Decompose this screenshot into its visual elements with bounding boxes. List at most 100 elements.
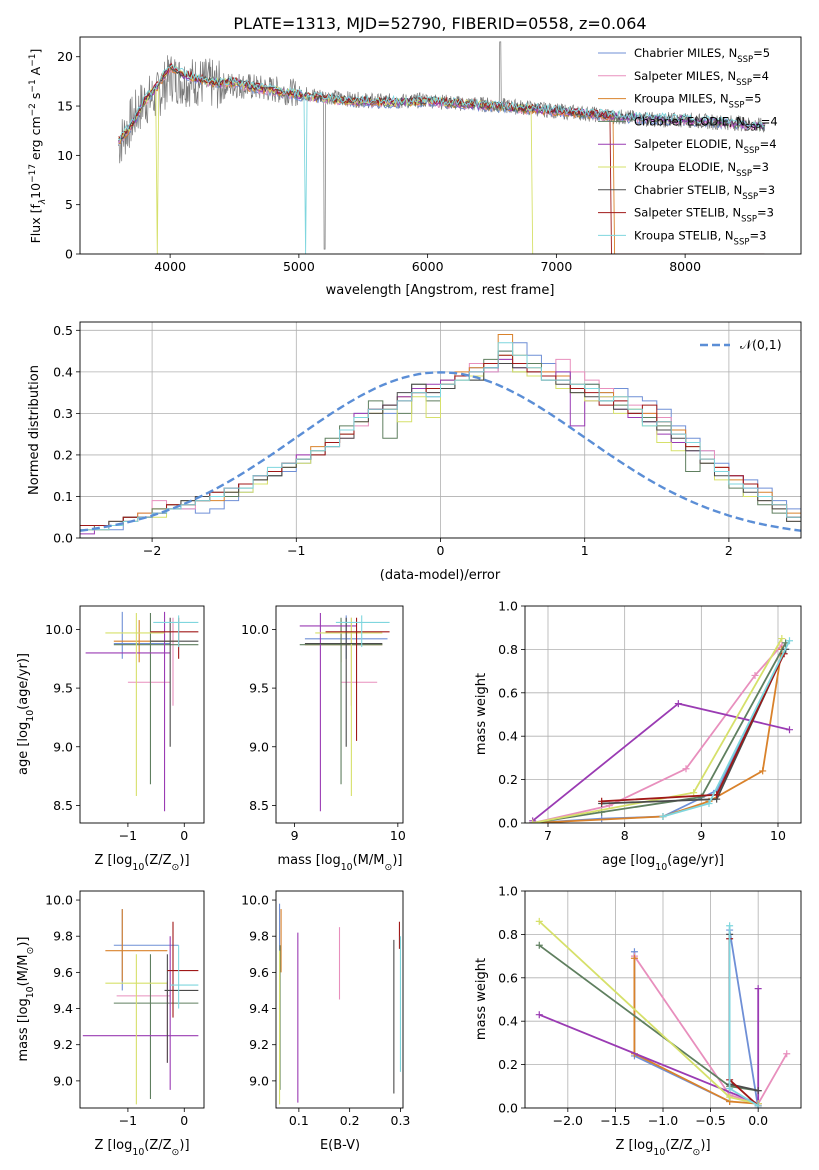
- mass-vs-Z-xlabel-part: )]: [179, 1138, 189, 1153]
- age-vs-mass-panel-ytick-label: 9.0: [249, 739, 269, 754]
- age-vs-Z-xlabel-part: ⊙: [172, 862, 180, 873]
- mass-vs-Z-ylabel-part: mass [log: [16, 998, 31, 1061]
- mass-weight-vs-Z-panel-series-2: [633, 958, 759, 1105]
- mass-weight-vs-Z-panel-marker-8: [726, 922, 734, 930]
- mass-weight-vs-Z-panel-ytick-label: 0.0: [498, 1101, 518, 1116]
- mass-vs-EBV-panel-ytick-label: 9.6: [249, 965, 269, 980]
- residuals-panel-plot-area: [80, 322, 801, 538]
- age-vs-Z-panel-xtick-label: 0: [180, 828, 188, 843]
- mass-vs-Z-ylabel-part: ⊙: [25, 947, 36, 955]
- mass-weight-vs-age-ylabel: mass weight: [474, 673, 489, 755]
- mass-weight-vs-Z-panel-marker-4: [535, 1011, 543, 1019]
- mass-weight-vs-Z-xlabel: Z [log10(Z/Z⊙)]: [615, 1138, 710, 1158]
- residual-histogram-3: [80, 350, 801, 538]
- legend-label-7: Salpeter STELIB, NSSP=3: [634, 206, 774, 225]
- mass-weight-vs-age-xlabel-part: age [log: [602, 853, 655, 868]
- residuals-panel: −2 −1 0 1 2 0.0 0.1 0.2 0.3 0.4 0.5: [53, 321, 802, 558]
- model-spectrum-line-7: [118, 62, 765, 254]
- mass-weight-vs-age-panel-ytick-label: 0.8: [498, 642, 518, 657]
- age-vs-mass-xlabel-part: ⊙: [384, 862, 392, 873]
- mass-weight-vs-age-panel-ytick-label: 0.0: [498, 816, 518, 831]
- age-vs-mass-xlabel-part: mass [log: [278, 853, 341, 868]
- spectrum-panel-xtick-label: 6000: [412, 259, 444, 274]
- residuals-panel-ytick-label: 0.2: [53, 447, 73, 462]
- mass-weight-vs-Z-panel-ytick-label: 0.4: [498, 1014, 518, 1029]
- spectrum-panel: 4000 5000 6000 7000 8000 0 5 10 15 20: [57, 36, 802, 274]
- residuals-panel-xtick-label: 0: [437, 543, 445, 558]
- age-vs-mass-xlabel: mass [log10(M/M⊙)]: [278, 853, 403, 873]
- mass-weight-vs-Z-panel-marker-5: [535, 917, 543, 925]
- mass-weight-vs-Z-panel-marker-8: [754, 1102, 762, 1108]
- residuals-panel-ytick-label: 0.4: [53, 364, 73, 379]
- mass-vs-Z-panel-ytick-label: 9.0: [53, 1073, 73, 1088]
- mass-weight-vs-age-panel-marker-5: [778, 635, 786, 643]
- spectrum-ylabel-part: −2: [28, 103, 38, 116]
- mass-weight-vs-Z-panel-xtick-label: −1.5: [600, 1113, 630, 1128]
- mass-weight-vs-Z-panel-ytick-label: 0.2: [498, 1057, 518, 1072]
- age-vs-mass-xlabel-part: (M/M: [353, 853, 385, 868]
- mass-weight-vs-age-panel-xtick-label: 10: [770, 828, 786, 843]
- legend-label-4: Salpeter ELODIE, NSSP=4: [634, 137, 777, 156]
- mass-vs-Z-ylabel-part: 10: [25, 986, 36, 998]
- residuals-panel-ytick-label: 0.0: [53, 531, 73, 546]
- legend-label-5: Kroupa ELODIE, NSSP=3: [634, 160, 769, 179]
- mass-vs-EBV-panel-ytick-label: 10.0: [241, 893, 269, 908]
- residuals-panel-frame: [79, 321, 802, 539]
- legend-label-3: Chabrier ELODIE, NSSP=4: [634, 114, 778, 133]
- mass-weight-vs-Z-panel-ytick-label: 0.6: [498, 970, 518, 985]
- mass-weight-vs-age-panel-frame: [524, 605, 802, 824]
- age-vs-Z-xlabel-part: (Z/Z: [144, 853, 171, 868]
- mass-vs-Z-xlabel-part: (Z/Z: [144, 1138, 171, 1153]
- spectrum-panel-ytick-label: 10: [57, 148, 73, 163]
- spectrum-panel-xtick-label: 4000: [154, 259, 186, 274]
- mass-weight-vs-age-panel-ytick-label: 0.2: [498, 772, 518, 787]
- mass-weight-vs-age-xlabel-part: (age/yr)]: [667, 853, 724, 868]
- mass-weight-vs-age-panel-marker-8: [786, 637, 793, 645]
- mass-weight-vs-age-panel-marker-5: [690, 789, 698, 797]
- mass-weight-vs-age-panel-marker-7: [713, 791, 721, 799]
- mass-weight-vs-Z-panel-xtick-label: 0.0: [748, 1113, 768, 1128]
- mass-weight-vs-Z-panel-xtick-label: −2.0: [553, 1113, 583, 1128]
- mass-weight-vs-age-panel-xtick-label: 8: [621, 828, 629, 843]
- spectrum-ylabel-part: −17: [28, 164, 38, 183]
- age-vs-Z-xlabel-part: 10: [132, 862, 144, 873]
- age-vs-Z-panel-ytick-label: 8.5: [53, 798, 73, 813]
- mass-vs-Z-panel-frame: [79, 890, 205, 1109]
- age-vs-mass-xlabel-part: )]: [392, 853, 402, 868]
- age-vs-mass-panel-ytick-label: 9.5: [249, 681, 269, 696]
- legend-label-1: Salpeter MILES, NSSP=4: [634, 69, 769, 88]
- residuals-xlabel: (data-model)/error: [380, 568, 501, 583]
- spectrum-ylabel-part: erg cm: [28, 116, 43, 164]
- residual-histogram-4: [80, 358, 801, 538]
- mass-vs-EBV-panel: 0.1 0.2 0.3 9.0 9.2 9.4 9.6 9.8 10.0: [241, 890, 411, 1128]
- mass-vs-EBV-panel-ytick-label: 9.2: [249, 1037, 269, 1052]
- mass-vs-Z-panel-ytick-label: 9.4: [53, 1001, 73, 1016]
- mass-weight-vs-age-panel-marker-5: [529, 819, 537, 823]
- spectrum-ylabel-part: −1: [28, 79, 38, 92]
- mass-weight-vs-Z-xlabel-part: (Z/Z: [665, 1138, 692, 1153]
- age-vs-Z-panel-xtick-label: −1: [119, 828, 137, 843]
- model-spectrum-line-5: [118, 63, 765, 254]
- mass-weight-vs-Z-panel-ytick-label: 1.0: [498, 884, 518, 899]
- age-vs-Z-ylabel-part: (age/yr)]: [16, 653, 31, 710]
- mass-weight-vs-Z-panel-marker-3: [535, 941, 543, 949]
- age-vs-Z-panel-plot-area: [85, 611, 199, 812]
- spectrum-panel-xtick-label: 8000: [669, 259, 701, 274]
- spectrum-xlabel: wavelength [Angstrom, rest frame]: [326, 283, 555, 298]
- mass-weight-vs-age-panel-ytick-label: 1.0: [498, 599, 518, 614]
- mass-weight-vs-age-xlabel-part: 10: [655, 862, 667, 873]
- spectrum-ylabel-part: Flux [f: [28, 204, 43, 244]
- mass-vs-Z-ylabel-part: )]: [16, 937, 31, 947]
- mass-weight-vs-age-panel-marker-1: [751, 671, 759, 679]
- residual-histogram-5: [80, 354, 801, 538]
- spectrum-ylabel: Flux [fλ10−17 erg cm−2 s−1 A−1]: [28, 49, 48, 244]
- spectrum-panel-ytick-label: 15: [57, 99, 73, 114]
- model-spectrum-line-8: [118, 63, 765, 254]
- mass-vs-Z-panel-ytick-label: 9.8: [53, 929, 73, 944]
- mass-vs-EBV-panel-frame: [275, 890, 404, 1109]
- residuals-panel-xtick-label: 1: [581, 543, 589, 558]
- mass-vs-EBV-panel-xtick-label: 0.3: [391, 1113, 411, 1128]
- age-vs-mass-panel-xtick-label: 9: [291, 828, 299, 843]
- spectrum-ylabel-part: ]: [28, 49, 43, 54]
